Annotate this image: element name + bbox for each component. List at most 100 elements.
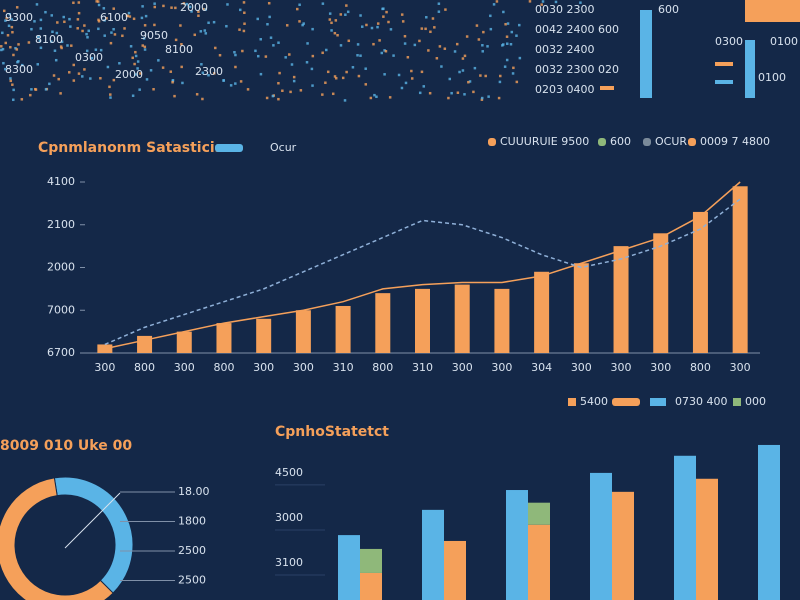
x-tick-label: 300 — [730, 361, 751, 374]
dot — [190, 10, 193, 13]
dot — [456, 91, 460, 94]
bar-segment — [360, 548, 382, 573]
dot — [118, 62, 121, 65]
dot — [472, 90, 475, 94]
dot — [229, 84, 233, 87]
dot — [272, 44, 275, 47]
dot — [201, 97, 204, 101]
header-label: 0032 2400 — [535, 43, 595, 56]
dot — [44, 10, 47, 14]
dot — [302, 22, 305, 25]
dot — [103, 19, 106, 22]
header-label: 6100 — [100, 11, 128, 24]
dot — [81, 75, 84, 78]
dot — [290, 63, 294, 66]
bar — [137, 335, 153, 353]
dot — [142, 37, 146, 40]
bar — [444, 540, 466, 600]
dot — [37, 35, 40, 39]
dot — [30, 27, 33, 31]
dot — [179, 24, 182, 27]
dot — [109, 41, 113, 45]
y-tick-label: 3000 — [275, 511, 303, 524]
dot — [161, 66, 165, 69]
dot — [431, 17, 435, 20]
dot — [489, 27, 493, 31]
dot — [193, 33, 197, 37]
dot — [502, 10, 505, 14]
dot — [134, 73, 137, 76]
callout-label: 1800 — [178, 515, 206, 528]
dot — [401, 20, 405, 23]
dot — [429, 30, 432, 34]
dot — [15, 6, 19, 9]
dot — [1, 31, 4, 35]
dot — [328, 18, 332, 21]
dot — [12, 53, 15, 57]
legend-label: 0730 400 — [675, 395, 728, 408]
donut-slice — [0, 477, 114, 600]
header-label: 0300 — [75, 51, 103, 64]
dot — [63, 20, 66, 24]
bar — [674, 455, 696, 600]
dot — [271, 94, 275, 98]
dot — [515, 80, 519, 84]
dot — [145, 78, 149, 81]
dot — [331, 92, 335, 96]
dot — [16, 60, 19, 64]
dot — [281, 89, 284, 93]
dot — [321, 51, 324, 55]
dot — [20, 63, 24, 67]
dot — [506, 22, 510, 25]
x-tick-label: 300 — [491, 361, 512, 374]
dot — [242, 29, 246, 33]
bar — [338, 535, 360, 600]
dot — [97, 20, 101, 23]
dot — [443, 47, 447, 50]
dot — [171, 80, 174, 84]
dot — [447, 96, 450, 100]
dot — [400, 86, 404, 90]
dot — [541, 0, 545, 3]
dot — [103, 34, 106, 37]
dot — [298, 3, 301, 7]
dot — [365, 23, 368, 27]
dot — [420, 70, 424, 74]
dot — [1, 47, 5, 51]
x-tick-label: 800 — [134, 361, 155, 374]
dot — [267, 1, 271, 5]
x-tick-label: 310 — [333, 361, 354, 374]
dot — [113, 33, 117, 36]
legend-swatch — [650, 398, 666, 406]
bar — [506, 490, 528, 600]
dot — [481, 50, 484, 53]
dot — [384, 49, 388, 53]
dot — [234, 53, 237, 57]
bar — [176, 331, 192, 353]
dot — [185, 2, 189, 6]
dot — [136, 67, 139, 70]
x-tick-label: 300 — [293, 361, 314, 374]
x-tick-label: 300 — [611, 361, 632, 374]
dot — [339, 44, 343, 47]
dot — [278, 71, 281, 75]
bar — [590, 472, 612, 600]
dot — [57, 77, 60, 81]
dot — [197, 14, 200, 17]
dot — [218, 53, 222, 57]
header-label: 600 — [598, 23, 619, 36]
dot — [5, 16, 8, 20]
dot — [226, 3, 229, 6]
dot — [465, 35, 469, 38]
dot — [212, 72, 216, 75]
dot — [321, 93, 324, 96]
bar — [295, 310, 311, 353]
dot — [10, 18, 14, 21]
dot — [343, 99, 347, 102]
dot — [72, 63, 75, 67]
dot — [48, 82, 51, 86]
dot — [153, 5, 157, 9]
dot — [554, 0, 558, 4]
header-label: 8300 — [5, 63, 33, 76]
dot — [420, 27, 424, 30]
